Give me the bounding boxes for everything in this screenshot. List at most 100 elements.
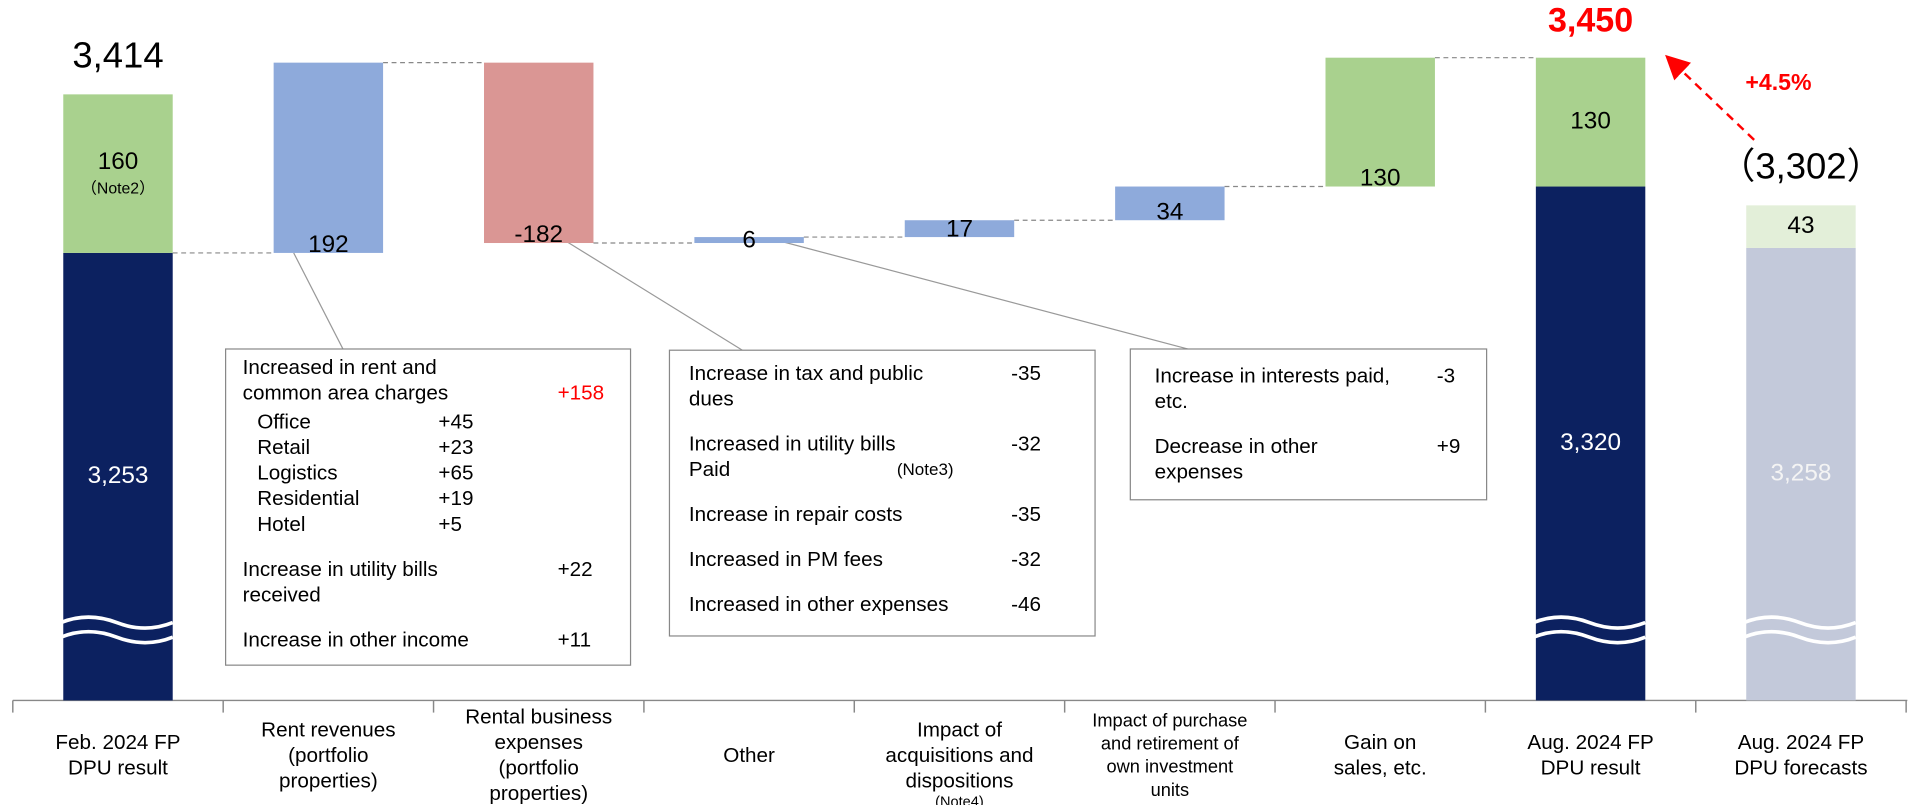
x-tick-label: properties) <box>279 769 378 792</box>
breakdown-label: Decrease in other <box>1155 435 1318 458</box>
x-tick-label: own investment <box>1106 756 1233 777</box>
sub-label: Hotel <box>257 513 305 536</box>
axis-break <box>60 615 174 630</box>
change-label: +4.5% <box>1745 69 1811 95</box>
step-bar <box>694 237 804 244</box>
gain-note: （Note2） <box>81 180 155 198</box>
sub-label: Logistics <box>257 462 337 485</box>
breakdown-note: (Note3) <box>897 460 954 479</box>
sub-value: +23 <box>438 436 473 459</box>
step-bar <box>1325 57 1435 187</box>
total-label: （3,302） <box>1719 146 1883 187</box>
x-tick-label: sales, etc. <box>1334 757 1427 780</box>
breakdown-value: -32 <box>1011 433 1041 456</box>
x-tick-label: Aug. 2024 FP <box>1527 731 1653 754</box>
x-tick-label: DPU forecasts <box>1734 757 1867 780</box>
x-tick-label: Impact of purchase <box>1092 710 1247 731</box>
axis-break <box>1532 615 1646 630</box>
step-label: 192 <box>308 231 349 258</box>
base-label: 3,258 <box>1771 460 1832 487</box>
breakdown-value: +11 <box>558 628 592 651</box>
axis-break <box>1743 629 1857 645</box>
breakdown-box <box>668 349 1096 637</box>
step-label: -182 <box>514 221 563 248</box>
breakdown-box <box>1129 348 1488 501</box>
breakdown-label: Increase in tax and public <box>689 362 923 385</box>
breakdown-value: -35 <box>1011 503 1041 526</box>
step-bar <box>273 62 384 253</box>
step-label: 17 <box>946 215 973 242</box>
x-tick-label: Rental business <box>465 706 612 729</box>
x-tick-label: DPU result <box>68 757 168 780</box>
breakdown-label: Paid <box>689 458 730 481</box>
base-bar <box>1535 186 1646 701</box>
sub-value: +19 <box>438 487 473 510</box>
base-label: 3,253 <box>88 462 149 489</box>
breakdown-value: -3 <box>1437 364 1455 387</box>
x-tick-label: Other <box>723 744 775 767</box>
gain-label: 130 <box>1570 108 1611 135</box>
x-tick-label: Feb. 2024 FP <box>55 731 180 754</box>
total-label: 3,450 <box>1548 1 1633 39</box>
leader-line <box>566 241 743 351</box>
axis-break <box>60 629 174 645</box>
breakdown-label: Increased in rent and <box>243 356 437 379</box>
x-tick-label: units <box>1151 779 1190 800</box>
x-tick-label: expenses <box>495 731 583 754</box>
x-tick-label: (portfolio <box>288 744 368 767</box>
breakdown-value: -32 <box>1011 548 1041 571</box>
breakdown-box <box>225 348 632 666</box>
sub-label: Residential <box>257 487 359 510</box>
x-tick-label: (portfolio <box>499 757 579 780</box>
breakdown-value: +158 <box>558 381 605 404</box>
gain-bar <box>1746 205 1856 248</box>
breakdown-label: etc. <box>1155 390 1188 413</box>
sub-value: +5 <box>438 513 462 536</box>
leader-line <box>293 252 345 351</box>
x-tick-label: and retirement of <box>1101 733 1240 754</box>
gain-bar <box>63 94 173 253</box>
step-label: 130 <box>1360 165 1401 192</box>
gain-label: 160 <box>98 148 139 175</box>
leader-line <box>778 240 1193 351</box>
breakdown-label: Increase in repair costs <box>689 503 903 526</box>
axis-break <box>1532 629 1646 645</box>
x-tick-label: properties) <box>489 782 588 805</box>
category-note: (Note4) <box>935 794 984 805</box>
x-tick-label: acquisitions and <box>885 744 1033 767</box>
breakdown-label: received <box>243 583 321 606</box>
breakdown-label: dues <box>689 388 734 411</box>
sub-label: Retail <box>257 436 310 459</box>
step-bar <box>1115 186 1225 221</box>
x-tick-label: Gain on <box>1344 731 1416 754</box>
total-label: 3,414 <box>72 35 163 76</box>
x-tick-label: Rent revenues <box>261 718 395 741</box>
gain-bar <box>1535 57 1646 187</box>
breakdown-value: -35 <box>1011 362 1041 385</box>
breakdown-label: Increased in PM fees <box>689 548 883 571</box>
sub-label: Office <box>257 411 311 434</box>
x-tick-label: Aug. 2024 FP <box>1738 731 1864 754</box>
breakdown-label: Increased in utility bills <box>689 433 896 456</box>
axis-break <box>1743 615 1857 630</box>
sub-value: +45 <box>438 411 473 434</box>
breakdown-label: Increase in utility bills <box>243 558 438 581</box>
breakdown-value: +22 <box>558 558 593 581</box>
step-label: 34 <box>1156 198 1183 225</box>
breakdown-value: +9 <box>1437 435 1461 458</box>
breakdown-label: Increased in other expenses <box>689 593 949 616</box>
step-label: 6 <box>742 227 756 254</box>
x-tick-label: Impact of <box>917 718 1002 741</box>
gain-label: 43 <box>1787 212 1814 239</box>
breakdown-label: Increase in other income <box>243 628 469 651</box>
sub-value: +65 <box>438 462 473 485</box>
step-bar <box>904 220 1015 238</box>
step-bar <box>484 62 594 244</box>
breakdown-label: expenses <box>1155 460 1243 483</box>
breakdown-value: -46 <box>1011 593 1041 616</box>
breakdown-label: common area charges <box>243 381 449 404</box>
base-label: 3,320 <box>1560 429 1621 456</box>
breakdown-label: Increase in interests paid, <box>1155 364 1390 387</box>
x-tick-label: dispositions <box>906 769 1014 792</box>
